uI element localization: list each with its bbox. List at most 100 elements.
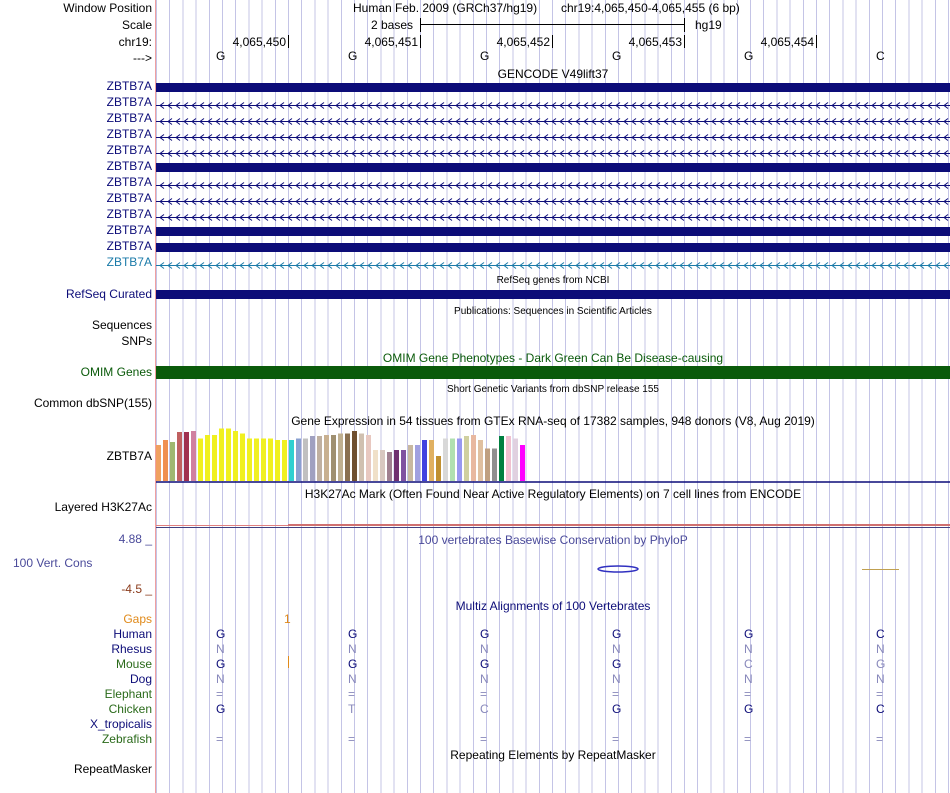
gtex-tissue-bar[interactable] [219, 428, 224, 482]
gtex-tissue-bar[interactable] [156, 445, 161, 481]
gencode-transcript-label[interactable]: ZBTB7A [106, 223, 152, 237]
gencode-transcript-label[interactable]: ZBTB7A [106, 143, 152, 157]
aligned-base: N [480, 642, 489, 656]
gtex-tissue-bar[interactable] [205, 435, 210, 481]
gtex-tissue-bar[interactable] [443, 438, 448, 482]
position-text: chr19:4,065,450-4,065,455 (6 bp) [561, 1, 740, 15]
gencode-transcript[interactable] [156, 227, 950, 236]
snps-label[interactable]: SNPs [121, 334, 152, 348]
gtex-tissue-bar[interactable] [310, 436, 315, 481]
gencode-transcript[interactable] [156, 243, 950, 252]
gtex-tissue-bar[interactable] [331, 435, 336, 481]
gencode-transcript[interactable] [156, 147, 950, 157]
gtex-tissue-bar[interactable] [247, 438, 252, 482]
gtex-tissue-bar[interactable] [415, 445, 420, 481]
gtex-tissue-bar[interactable] [198, 438, 203, 482]
gencode-transcript-label[interactable]: ZBTB7A [106, 79, 152, 93]
gtex-tissue-bar[interactable] [499, 436, 504, 481]
ruler-tick [684, 35, 685, 48]
gencode-transcript-label[interactable]: ZBTB7A [106, 111, 152, 125]
gtex-tissue-bar[interactable] [422, 440, 427, 481]
gencode-transcript[interactable] [156, 131, 950, 141]
gtex-tissue-bar[interactable] [513, 438, 518, 482]
gencode-transcript[interactable] [156, 211, 950, 221]
gtex-tissue-bar[interactable] [408, 445, 413, 481]
gtex-tissue-bar[interactable] [478, 440, 483, 481]
label-divider [155, 0, 156, 793]
gtex-tissue-bar[interactable] [380, 450, 385, 481]
gtex-tissue-bar[interactable] [429, 440, 434, 481]
gtex-tissue-bar[interactable] [296, 438, 301, 482]
dbsnp-label[interactable]: Common dbSNP(155) [33, 396, 152, 410]
repeatmasker-label[interactable]: RepeatMasker [73, 762, 152, 776]
gtex-tissue-bar[interactable] [338, 433, 343, 482]
gtex-tissue-bar[interactable] [191, 431, 196, 481]
gencode-transcript[interactable] [156, 83, 950, 92]
aligned-base: T [348, 702, 356, 716]
gtex-tissue-bar[interactable] [212, 435, 217, 481]
gtex-tissue-bar[interactable] [485, 448, 490, 482]
gtex-tissue-bar[interactable] [226, 428, 231, 482]
gtex-tissue-bar[interactable] [170, 442, 175, 481]
refseq-label[interactable]: RefSeq Curated [65, 287, 152, 301]
gtex-tissue-bar[interactable] [506, 436, 511, 481]
h3k27ac-label[interactable]: Layered H3K27Ac [54, 500, 152, 514]
gtex-tissue-bar[interactable] [289, 440, 294, 481]
gencode-transcript[interactable] [156, 163, 950, 172]
refseq-gene-bar[interactable] [156, 290, 950, 299]
gencode-transcript[interactable] [156, 259, 950, 269]
gtex-tissue-bar[interactable] [436, 456, 441, 481]
gencode-transcript-label[interactable]: ZBTB7A [106, 127, 152, 141]
gtex-tissue-bar[interactable] [345, 433, 350, 482]
gencode-transcript[interactable] [156, 179, 950, 189]
gencode-transcript-label[interactable]: ZBTB7A [106, 95, 152, 109]
gtex-tissue-bar[interactable] [352, 431, 357, 481]
gencode-transcript[interactable] [156, 115, 950, 125]
gtex-tissue-bar[interactable] [177, 432, 182, 481]
h3k27ac-signal-right [288, 524, 950, 526]
gtex-tissue-bar[interactable] [457, 438, 462, 482]
gtex-tissue-bar[interactable] [268, 438, 273, 482]
gtex-tissue-bar[interactable] [275, 440, 280, 481]
gencode-transcript[interactable] [156, 195, 950, 205]
gtex-tissue-bar[interactable] [303, 438, 308, 482]
gencode-transcript-label[interactable]: ZBTB7A [106, 159, 152, 173]
omim-bar[interactable] [156, 366, 950, 379]
gtex-tissue-bar[interactable] [240, 433, 245, 482]
gtex-tissue-bar[interactable] [373, 450, 378, 481]
gencode-transcript[interactable] [156, 99, 950, 109]
gtex-tissue-bar[interactable] [254, 438, 259, 482]
gencode-transcript-label[interactable]: ZBTB7A [106, 255, 152, 269]
gtex-tissue-bar[interactable] [492, 448, 497, 482]
gencode-transcript-label[interactable]: ZBTB7A [106, 175, 152, 189]
gtex-tissue-bar[interactable] [394, 450, 399, 481]
phylop-label[interactable]: 100 Vert. Cons [13, 556, 93, 570]
aligned-base: G [348, 627, 358, 641]
aligned-base: N [216, 672, 225, 686]
gencode-transcript-label[interactable]: ZBTB7A [106, 191, 152, 205]
gtex-tissue-bar[interactable] [317, 436, 322, 481]
aligned-base: C [480, 702, 489, 716]
gtex-tissue-bar[interactable] [450, 438, 455, 482]
gtex-tissue-bar[interactable] [324, 435, 329, 481]
gtex-tissue-bar[interactable] [184, 432, 189, 481]
phylop-small-signal [862, 569, 899, 570]
gtex-tissue-bar[interactable] [163, 440, 168, 481]
gtex-tissue-bar[interactable] [401, 450, 406, 481]
gencode-transcript-label[interactable]: ZBTB7A [106, 239, 152, 253]
gtex-tissue-bar[interactable] [261, 438, 266, 482]
gtex-tissue-bar[interactable] [471, 435, 476, 481]
gtex-tissue-bar[interactable] [464, 436, 469, 481]
gtex-tissue-bar[interactable] [520, 445, 525, 481]
gtex-label[interactable]: ZBTB7A [106, 449, 152, 463]
ruler-tick [288, 35, 289, 48]
publications-label[interactable]: Sequences [91, 318, 152, 332]
gtex-bar-chart[interactable] [156, 425, 950, 485]
omim-label[interactable]: OMIM Genes [80, 365, 152, 379]
gtex-tissue-bar[interactable] [233, 431, 238, 481]
gtex-tissue-bar[interactable] [366, 435, 371, 481]
gencode-transcript-label[interactable]: ZBTB7A [106, 207, 152, 221]
gtex-tissue-bar[interactable] [387, 452, 392, 481]
gtex-tissue-bar[interactable] [359, 433, 364, 482]
gtex-tissue-bar[interactable] [282, 440, 287, 481]
